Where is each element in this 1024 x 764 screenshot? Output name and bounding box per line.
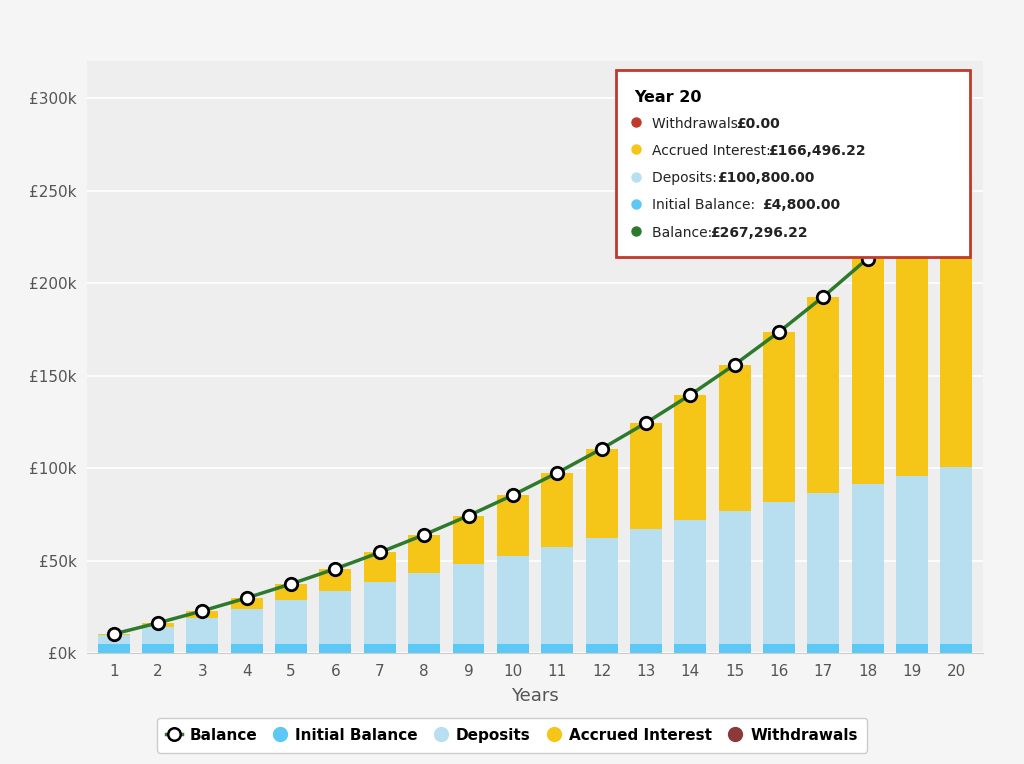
Text: £4,800.00: £4,800.00 xyxy=(762,199,841,212)
Text: £166,496.22: £166,496.22 xyxy=(769,144,866,158)
Bar xyxy=(497,555,528,644)
Bar xyxy=(586,448,617,538)
Text: Year 20: Year 20 xyxy=(635,89,702,105)
Point xyxy=(461,510,477,522)
Bar xyxy=(675,520,707,644)
Bar xyxy=(453,565,484,644)
Bar xyxy=(186,611,218,617)
Bar xyxy=(807,494,840,644)
Bar xyxy=(453,644,484,653)
Bar xyxy=(275,644,307,653)
Bar xyxy=(186,617,218,644)
Text: £0.00: £0.00 xyxy=(736,117,780,131)
Bar xyxy=(97,644,130,653)
Bar xyxy=(763,332,795,502)
Text: Accrued Interest:: Accrued Interest: xyxy=(652,144,775,158)
Bar xyxy=(763,502,795,644)
Bar xyxy=(896,217,928,475)
Bar xyxy=(852,258,884,484)
Bar xyxy=(586,644,617,653)
Bar xyxy=(630,644,662,653)
Bar xyxy=(453,516,484,565)
Point xyxy=(150,617,166,629)
X-axis label: Years: Years xyxy=(511,687,559,705)
Bar xyxy=(142,626,174,644)
Bar xyxy=(852,644,884,653)
Bar xyxy=(409,535,440,573)
Text: Initial Balance:: Initial Balance: xyxy=(652,199,760,212)
Bar xyxy=(142,623,174,626)
Bar xyxy=(719,511,751,644)
Point xyxy=(638,417,654,429)
Bar xyxy=(142,644,174,653)
Point xyxy=(505,489,521,501)
Point xyxy=(283,578,299,590)
Bar xyxy=(719,644,751,653)
Bar xyxy=(763,644,795,653)
Bar xyxy=(675,395,707,520)
Bar xyxy=(719,364,751,511)
Legend: Balance, Initial Balance, Deposits, Accrued Interest, Withdrawals: Balance, Initial Balance, Deposits, Accr… xyxy=(157,718,867,753)
Bar xyxy=(409,573,440,644)
Bar xyxy=(940,644,973,653)
Point xyxy=(948,167,965,179)
Bar xyxy=(319,591,351,644)
Point xyxy=(815,290,831,303)
Bar xyxy=(542,644,573,653)
Bar xyxy=(364,582,395,644)
Bar xyxy=(230,609,263,644)
Point xyxy=(859,252,876,264)
Text: Deposits:: Deposits: xyxy=(652,171,722,185)
Point xyxy=(416,529,432,541)
Point xyxy=(239,592,255,604)
Text: yearly chart: yearly chart xyxy=(860,76,961,94)
Text: £267,296.22: £267,296.22 xyxy=(711,225,808,240)
Point xyxy=(771,325,787,338)
Bar xyxy=(852,484,884,644)
Point xyxy=(726,358,742,371)
Bar xyxy=(497,495,528,555)
Bar xyxy=(940,467,973,644)
Bar xyxy=(940,173,973,467)
Bar xyxy=(97,636,130,644)
Text: Balance:: Balance: xyxy=(652,225,717,240)
Bar xyxy=(97,634,130,636)
Bar xyxy=(230,598,263,609)
Bar xyxy=(896,644,928,653)
Point xyxy=(372,546,388,558)
Point xyxy=(682,389,698,401)
Bar xyxy=(409,644,440,653)
Point xyxy=(549,467,565,479)
Point xyxy=(195,605,211,617)
Bar xyxy=(542,547,573,644)
Text: £100,800.00: £100,800.00 xyxy=(717,171,814,185)
Bar xyxy=(319,644,351,653)
Bar xyxy=(586,538,617,644)
Point xyxy=(593,442,609,455)
Bar xyxy=(896,475,928,644)
Text: Withdrawals:: Withdrawals: xyxy=(652,117,748,131)
Bar xyxy=(230,644,263,653)
Bar xyxy=(542,473,573,547)
Bar xyxy=(275,600,307,644)
Bar xyxy=(319,568,351,591)
Bar xyxy=(630,423,662,529)
Bar xyxy=(497,644,528,653)
Bar xyxy=(364,644,395,653)
Point xyxy=(904,211,921,223)
Bar xyxy=(275,584,307,600)
FancyBboxPatch shape xyxy=(615,70,970,257)
Bar xyxy=(364,552,395,582)
Bar xyxy=(675,644,707,653)
Bar xyxy=(630,529,662,644)
Bar xyxy=(807,644,840,653)
Point xyxy=(328,562,344,575)
Bar xyxy=(186,644,218,653)
Point xyxy=(105,628,122,640)
Bar xyxy=(807,296,840,494)
